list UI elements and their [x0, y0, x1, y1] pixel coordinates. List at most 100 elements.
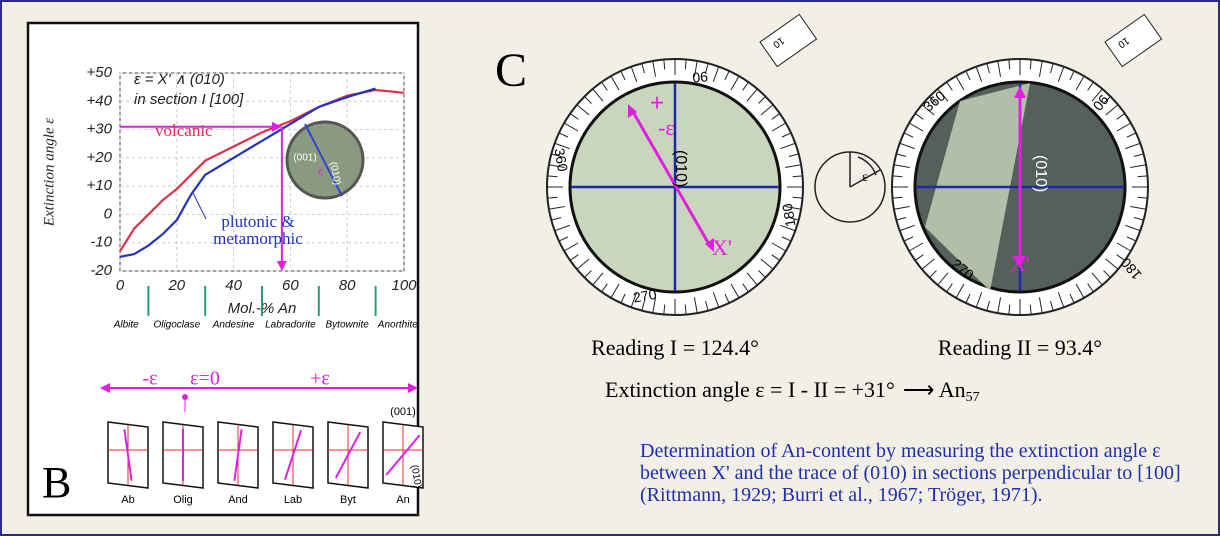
vernier: [759, 13, 818, 68]
ring-tick: [771, 122, 787, 132]
ring-tick: [780, 224, 796, 232]
ring-tick: [705, 300, 709, 311]
ring-tick: [946, 81, 953, 91]
ring-tick: [792, 175, 803, 178]
panel-letter: B: [42, 458, 71, 507]
y-tick-label: 0: [104, 205, 113, 222]
ring-tick: [712, 292, 720, 308]
ring-tick: [630, 66, 638, 82]
ring-tick: [1133, 153, 1144, 157]
ring-tick: [1133, 217, 1144, 221]
ring-tick: [1038, 60, 1043, 77]
ring-tick: [965, 293, 971, 304]
ring-tick: [893, 205, 910, 210]
ring-tick: [781, 236, 792, 242]
ring-tick: [1137, 175, 1148, 178]
description: Determination of An-content by measuring…: [640, 440, 1181, 506]
line-series: [119, 87, 376, 258]
equation: Extinction angle ε = I - II = +31° ⟶ An57: [605, 377, 980, 405]
ring-tick: [785, 164, 802, 169]
ring-label: 180: [779, 202, 799, 228]
ring-label: 360: [551, 147, 571, 173]
ring-tick: [684, 304, 687, 315]
ring-tick: [551, 217, 562, 221]
ring-tick: [724, 70, 730, 81]
x-tick-label: 80: [339, 277, 356, 294]
inset-label: (010): [327, 161, 342, 186]
ring-tick: [684, 59, 687, 70]
ring-tick: [554, 224, 570, 232]
ring-tick: [1130, 164, 1147, 169]
x-tick-label: 100: [391, 277, 417, 294]
arrowhead: [276, 261, 287, 271]
ring-tick: [563, 122, 579, 132]
ring-tick: [1008, 304, 1011, 315]
y-tick-label: -10: [90, 234, 112, 251]
ring-tick: [584, 270, 592, 278]
face-label: (001): [390, 406, 416, 418]
ring-tick: [1087, 81, 1094, 91]
ring-tick: [742, 283, 749, 293]
ring-tick: [551, 153, 562, 157]
ring-tick: [965, 70, 971, 81]
y-tick-label: +50: [87, 64, 113, 81]
ring-tick: [1130, 205, 1147, 210]
sketch-label: An: [396, 494, 409, 506]
x-tick-label: 40: [225, 277, 242, 294]
ring-tick: [547, 175, 558, 178]
ring-tick: [1091, 272, 1103, 286]
ring-tick: [663, 304, 666, 315]
ring-tick: [1105, 258, 1119, 270]
ring-tick: [896, 153, 907, 157]
mineral: Labradorite: [265, 320, 316, 331]
mark: X': [1010, 251, 1030, 276]
ring-tick: [1116, 242, 1132, 252]
mineral: Oligoclase: [153, 320, 200, 331]
ring-tick: [997, 60, 1002, 77]
y-tick-label: +10: [87, 177, 113, 194]
reading: Reading II = 93.4°: [938, 335, 1102, 360]
ring-tick: [1050, 300, 1054, 311]
ring-tick: [929, 96, 937, 104]
ring-tick: [899, 142, 915, 150]
ring-tick: [730, 283, 740, 299]
ring-tick: [712, 66, 720, 82]
ring-tick: [921, 104, 935, 116]
sketch-arrow: [385, 434, 421, 476]
ring-tick: [584, 96, 592, 104]
ring-tick: [610, 283, 620, 299]
ring-tick: [781, 132, 792, 138]
ring-tick: [742, 81, 749, 91]
inset-label: (001): [293, 153, 316, 164]
y-tick-label: +20: [87, 149, 113, 166]
x-tick-label: 60: [282, 277, 299, 294]
ring-tick: [641, 63, 645, 74]
ring-tick: [1075, 283, 1085, 299]
reading: Reading I = 124.4°: [591, 335, 759, 360]
mark: X': [712, 235, 732, 260]
ring-tick: [1105, 104, 1119, 116]
legend-label: plutonic & metamorphic: [213, 212, 303, 248]
ring-tick: [997, 297, 1002, 314]
x-tick-label: 0: [116, 277, 125, 294]
sketch-label: Lab: [284, 494, 302, 506]
ring-tick: [946, 283, 953, 293]
sketch-label: Byt: [340, 494, 356, 506]
mark: (010): [1032, 155, 1049, 192]
ring-tick: [1057, 66, 1065, 82]
ring-tick: [548, 205, 565, 210]
mineral: Albite: [113, 320, 139, 331]
ring-tick: [908, 122, 924, 132]
ring-tick: [705, 63, 709, 74]
ring-tick: [771, 254, 781, 261]
ring-tick: [760, 258, 774, 270]
ring-tick: [1029, 59, 1032, 70]
sketch-arrow: [233, 429, 243, 481]
ring-tick: [1029, 304, 1032, 315]
y-tick-label: -20: [90, 262, 112, 279]
ring-tick: [896, 217, 907, 221]
sketch-arrow: [123, 429, 133, 481]
ring-tick: [955, 75, 965, 91]
ring-tick: [780, 142, 796, 150]
ring-tick: [547, 196, 558, 199]
